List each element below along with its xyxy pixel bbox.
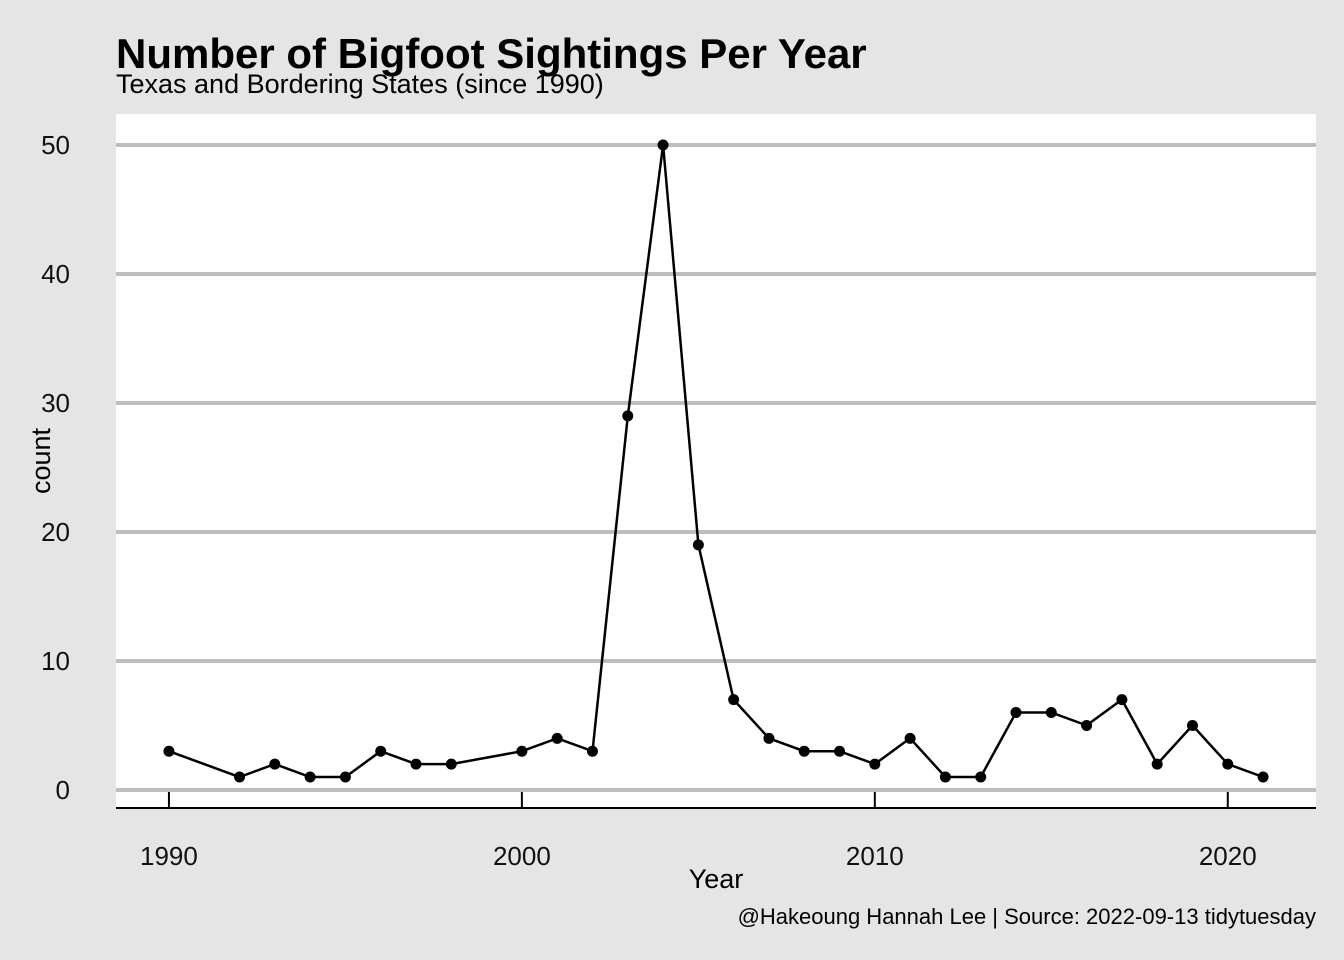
y-tick-label-30: 30: [41, 388, 70, 418]
data-point-1990: [163, 745, 175, 757]
plot-panel: [116, 114, 1316, 808]
x-tick-label-2000: 2000: [493, 841, 551, 871]
data-point-1994: [304, 771, 316, 783]
data-point-2014: [1010, 707, 1022, 719]
data-point-2006: [728, 694, 740, 706]
x-tick-label-2010: 2010: [846, 841, 904, 871]
x-tick-label-2020: 2020: [1199, 841, 1257, 871]
data-point-2000: [516, 745, 528, 757]
data-point-1997: [410, 758, 422, 770]
data-point-1993: [269, 758, 281, 770]
y-tick-label-10: 10: [41, 646, 70, 676]
data-point-2011: [904, 732, 916, 744]
data-point-1998: [445, 758, 457, 770]
x-axis-title: Year: [689, 864, 744, 894]
data-point-2020: [1222, 758, 1234, 770]
data-point-2003: [622, 410, 634, 422]
data-point-2007: [763, 732, 775, 744]
y-axis-ticks: 0 10 20 30 40 50: [41, 130, 70, 805]
data-point-1992: [234, 771, 246, 783]
data-point-2005: [692, 539, 704, 551]
y-tick-label-50: 50: [41, 130, 70, 160]
x-axis-ticks: 1990 2000 2010 2020: [140, 792, 1257, 871]
data-point-1996: [375, 745, 387, 757]
y-axis-title: count: [26, 427, 56, 494]
chart-subtitle: Texas and Bordering States (since 1990): [116, 69, 604, 99]
data-point-2001: [551, 732, 563, 744]
data-point-2009: [834, 745, 846, 757]
data-point-2018: [1151, 758, 1163, 770]
data-point-1995: [339, 771, 351, 783]
data-point-2004: [657, 139, 669, 151]
data-point-2010: [869, 758, 881, 770]
chart-caption: @Hakeoung Hannah Lee | Source: 2022-09-1…: [738, 904, 1316, 929]
data-point-2017: [1116, 694, 1128, 706]
gridlines: [116, 142, 1316, 792]
data-points: [163, 139, 1269, 783]
y-tick-label-20: 20: [41, 517, 70, 547]
data-point-2021: [1257, 771, 1269, 783]
chart-title: Number of Bigfoot Sightings Per Year: [116, 30, 867, 77]
data-point-2019: [1186, 719, 1198, 731]
data-point-2012: [939, 771, 951, 783]
y-tick-label-0: 0: [56, 775, 70, 805]
y-tick-label-40: 40: [41, 259, 70, 289]
x-tick-label-1990: 1990: [140, 841, 198, 871]
data-point-2002: [586, 745, 598, 757]
series-line: [168, 144, 1264, 779]
data-point-2015: [1045, 707, 1057, 719]
data-point-2008: [798, 745, 810, 757]
data-point-2016: [1081, 719, 1093, 731]
data-point-2013: [975, 771, 987, 783]
